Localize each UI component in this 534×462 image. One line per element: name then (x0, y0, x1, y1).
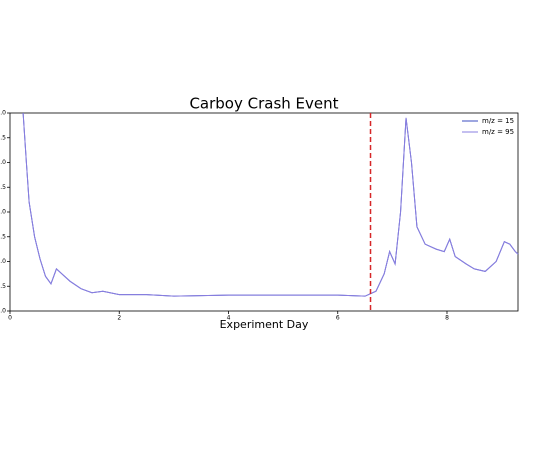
y-tick-label: 0.0 (0, 308, 6, 315)
y-tick-label: 0.5 (0, 283, 6, 290)
y-tick-label: 3.0 (0, 159, 6, 166)
x-tick-label: 4 (227, 315, 231, 322)
x-tick-label: 8 (445, 315, 449, 322)
series-line (22, 112, 519, 297)
legend-label: m/z = 95 (482, 128, 514, 136)
x-tick-label: 6 (336, 315, 340, 322)
y-tick-label: 1.0 (0, 258, 6, 265)
y-tick-label: 2.0 (0, 209, 6, 216)
y-tick-label: 2.5 (0, 184, 6, 191)
y-tick-label: 1.5 (0, 233, 6, 240)
plot-frame (9, 112, 519, 312)
x-tick-label: 0 (8, 315, 12, 322)
x-axis-label: Experiment Day (220, 318, 309, 331)
x-tick-label: 2 (117, 315, 121, 322)
y-tick-label: 3.5 (0, 134, 6, 141)
y-tick-label: 4.0 (0, 110, 6, 117)
chart-title: Carboy Crash Event (189, 95, 338, 113)
legend-label: m/z = 15 (482, 117, 514, 125)
series-line (22, 112, 519, 297)
